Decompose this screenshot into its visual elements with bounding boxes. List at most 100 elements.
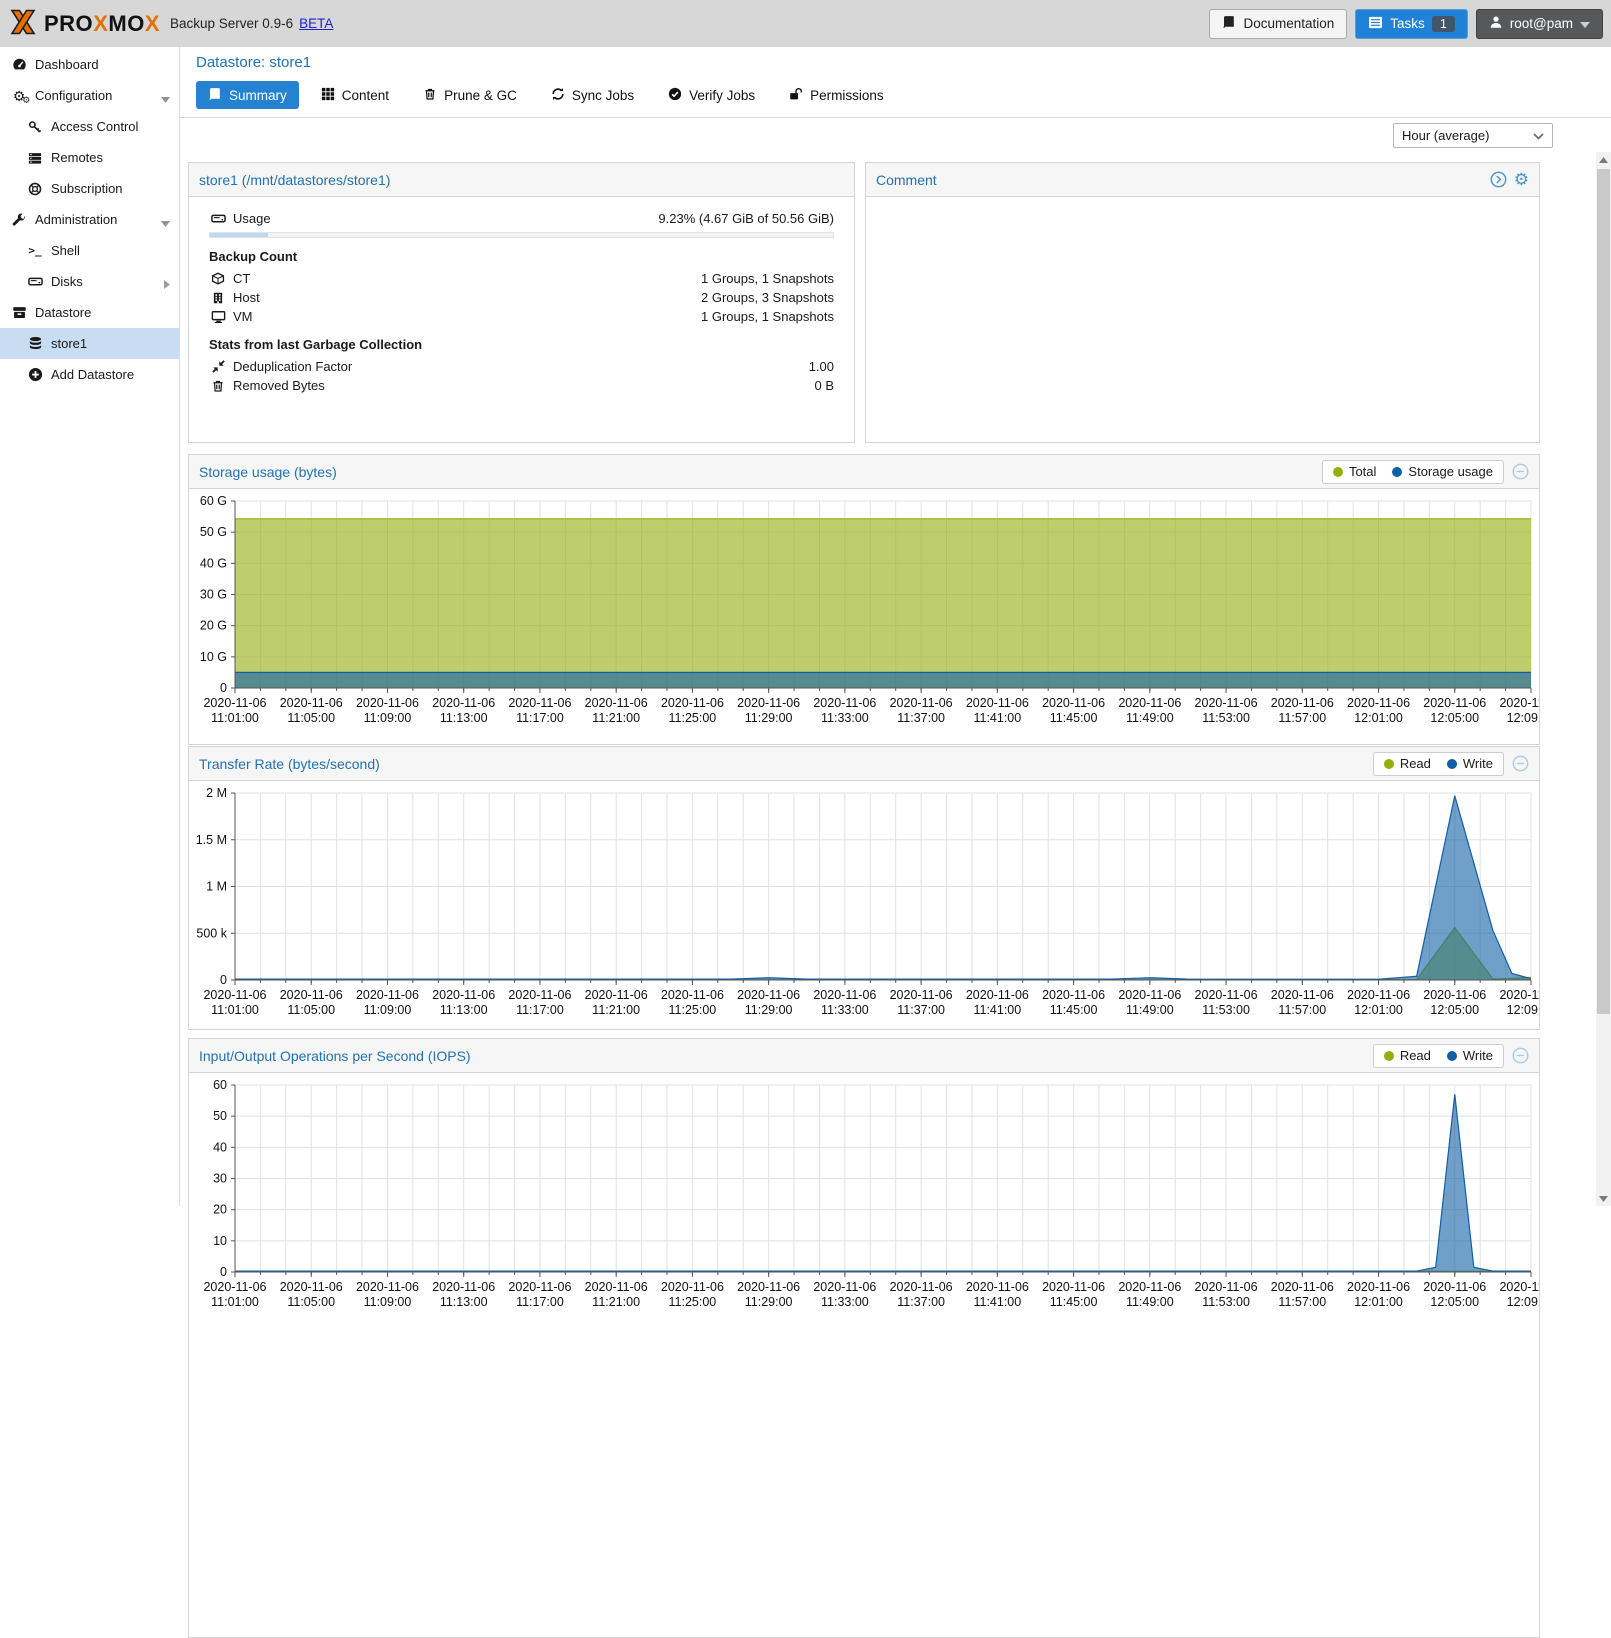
server-list-icon xyxy=(26,151,44,165)
svg-text:2020-11-06: 2020-11-06 xyxy=(432,696,495,710)
compress-arrows-icon xyxy=(209,360,227,373)
svg-text:11:17:00: 11:17:00 xyxy=(516,1295,564,1309)
sidebar-item-datastore[interactable]: Datastore xyxy=(0,297,179,328)
tab-permissions[interactable]: Permissions xyxy=(777,81,896,109)
svg-text:2020-11-06: 2020-11-06 xyxy=(432,988,495,1002)
svg-text:0: 0 xyxy=(220,1265,227,1279)
collapse-panel-icon[interactable] xyxy=(1512,755,1529,772)
svg-text:11:45:00: 11:45:00 xyxy=(1050,1295,1098,1309)
archive-box-icon xyxy=(10,305,28,320)
svg-text:2020-11-06: 2020-11-06 xyxy=(1499,1280,1539,1294)
svg-text:2020-11-06: 2020-11-06 xyxy=(966,696,1029,710)
legend-write[interactable]: Write xyxy=(1447,1048,1493,1063)
host-row: Host 2 Groups, 3 Snapshots xyxy=(209,288,834,307)
tab-summary[interactable]: Summary xyxy=(196,81,299,109)
brand-wordmark: PROXMOX xyxy=(44,11,160,37)
svg-text:11:37:00: 11:37:00 xyxy=(897,1003,945,1017)
svg-text:2020-11-06: 2020-11-06 xyxy=(585,696,648,710)
usage-progress-bar xyxy=(209,232,834,238)
legend-read[interactable]: Read xyxy=(1384,1048,1431,1063)
user-menu-button[interactable]: root@pam xyxy=(1476,9,1603,39)
sidebar-item-store1[interactable]: store1 xyxy=(0,328,179,359)
svg-text:11:17:00: 11:17:00 xyxy=(516,711,564,725)
gear-icon[interactable]: ⚙ xyxy=(1514,171,1529,188)
svg-text:11:21:00: 11:21:00 xyxy=(592,1295,640,1309)
svg-text:11:13:00: 11:13:00 xyxy=(440,711,488,725)
tasks-button[interactable]: Tasks 1 xyxy=(1355,9,1467,39)
edit-comment-icon[interactable] xyxy=(1490,171,1507,188)
legend-storage-usage[interactable]: Storage usage xyxy=(1392,464,1493,479)
tab-verify-jobs[interactable]: Verify Jobs xyxy=(656,81,767,109)
svg-text:2020-11-06: 2020-11-06 xyxy=(813,1280,876,1294)
tab-separator xyxy=(180,117,1611,118)
sidebar-item-administration[interactable]: Administration xyxy=(0,204,179,235)
svg-text:2020-11-06: 2020-11-06 xyxy=(1195,696,1258,710)
expand-arrow-icon[interactable] xyxy=(164,277,170,292)
sidebar-item-configuration[interactable]: ⚙⚙ Configuration xyxy=(0,80,179,111)
main-content: Datastore: store1 Summary Content Prune … xyxy=(180,47,1611,1206)
collapse-arrow-icon[interactable] xyxy=(161,91,170,106)
sidebar-item-disks[interactable]: Disks xyxy=(0,266,179,297)
svg-text:60: 60 xyxy=(213,1078,227,1092)
sidebar-item-add-datastore[interactable]: Add Datastore xyxy=(0,359,179,390)
sidebar-item-shell[interactable]: >_ Shell xyxy=(0,235,179,266)
svg-text:2020-11-06: 2020-11-06 xyxy=(1499,696,1539,710)
sidebar-item-subscription[interactable]: Subscription xyxy=(0,173,179,204)
legend-dot-icon xyxy=(1333,467,1343,477)
svg-text:2020-11-06: 2020-11-06 xyxy=(661,696,724,710)
tasks-count-badge: 1 xyxy=(1432,16,1455,32)
svg-text:1 M: 1 M xyxy=(206,880,227,894)
tab-prune-gc[interactable]: Prune & GC xyxy=(411,81,529,109)
svg-text:12:09:00: 12:09:00 xyxy=(1507,1295,1539,1309)
svg-text:2020-11-06: 2020-11-06 xyxy=(1118,988,1181,1002)
svg-text:2020-11-06: 2020-11-06 xyxy=(280,696,343,710)
legend-dot-icon xyxy=(1384,1051,1394,1061)
legend-total[interactable]: Total xyxy=(1333,464,1376,479)
documentation-button[interactable]: Documentation xyxy=(1209,9,1347,39)
legend-write[interactable]: Write xyxy=(1447,756,1493,771)
comment-body[interactable] xyxy=(866,197,1539,209)
timeframe-select[interactable]: Hour (average) xyxy=(1393,123,1553,148)
svg-text:11:53:00: 11:53:00 xyxy=(1202,711,1250,725)
svg-text:11:57:00: 11:57:00 xyxy=(1278,711,1326,725)
svg-text:11:41:00: 11:41:00 xyxy=(973,711,1021,725)
svg-text:500 k: 500 k xyxy=(196,926,227,940)
svg-text:11:37:00: 11:37:00 xyxy=(897,1295,945,1309)
svg-text:11:57:00: 11:57:00 xyxy=(1278,1003,1326,1017)
legend-dot-icon xyxy=(1384,759,1394,769)
collapse-panel-icon[interactable] xyxy=(1512,1047,1529,1064)
collapse-arrow-icon[interactable] xyxy=(161,215,170,230)
storage-usage-chart-panel: Storage usage (bytes) Total Storage usag… xyxy=(188,454,1540,745)
svg-text:2020-11-06: 2020-11-06 xyxy=(890,988,953,1002)
hdd-icon xyxy=(26,274,44,289)
svg-text:12:05:00: 12:05:00 xyxy=(1430,1295,1479,1309)
sidebar-item-dashboard[interactable]: Dashboard xyxy=(0,49,179,80)
svg-text:0: 0 xyxy=(220,681,227,695)
svg-text:2 M: 2 M xyxy=(206,786,227,800)
svg-text:12:09:00: 12:09:00 xyxy=(1507,711,1539,725)
tab-sync-jobs[interactable]: Sync Jobs xyxy=(539,81,646,109)
scrollbar-thumb[interactable] xyxy=(1597,169,1610,1014)
sidebar-item-remotes[interactable]: Remotes xyxy=(0,142,179,173)
svg-text:40: 40 xyxy=(213,1140,227,1154)
svg-text:2020-11-06: 2020-11-06 xyxy=(1271,1280,1334,1294)
legend-dot-icon xyxy=(1447,1051,1457,1061)
beta-link[interactable]: BETA xyxy=(299,16,333,31)
vertical-scrollbar[interactable] xyxy=(1596,152,1611,1206)
collapse-panel-icon[interactable] xyxy=(1512,463,1529,480)
legend-read[interactable]: Read xyxy=(1384,756,1431,771)
svg-text:30 G: 30 G xyxy=(200,588,227,602)
tab-content[interactable]: Content xyxy=(309,81,401,109)
svg-text:11:49:00: 11:49:00 xyxy=(1126,1003,1174,1017)
chevron-down-icon xyxy=(1580,16,1590,31)
svg-text:11:33:00: 11:33:00 xyxy=(821,1295,869,1309)
cube-icon xyxy=(209,272,227,286)
svg-text:11:21:00: 11:21:00 xyxy=(592,1003,640,1017)
product-version: Backup Server 0.9-6 xyxy=(170,16,293,31)
sidebar-item-access-control[interactable]: Access Control xyxy=(0,111,179,142)
svg-text:2020-11-06: 2020-11-06 xyxy=(966,988,1029,1002)
svg-text:12:05:00: 12:05:00 xyxy=(1430,711,1479,725)
scroll-up-icon[interactable] xyxy=(1596,152,1611,167)
svg-text:12:05:00: 12:05:00 xyxy=(1430,1003,1479,1017)
scroll-down-icon[interactable] xyxy=(1596,1191,1611,1206)
